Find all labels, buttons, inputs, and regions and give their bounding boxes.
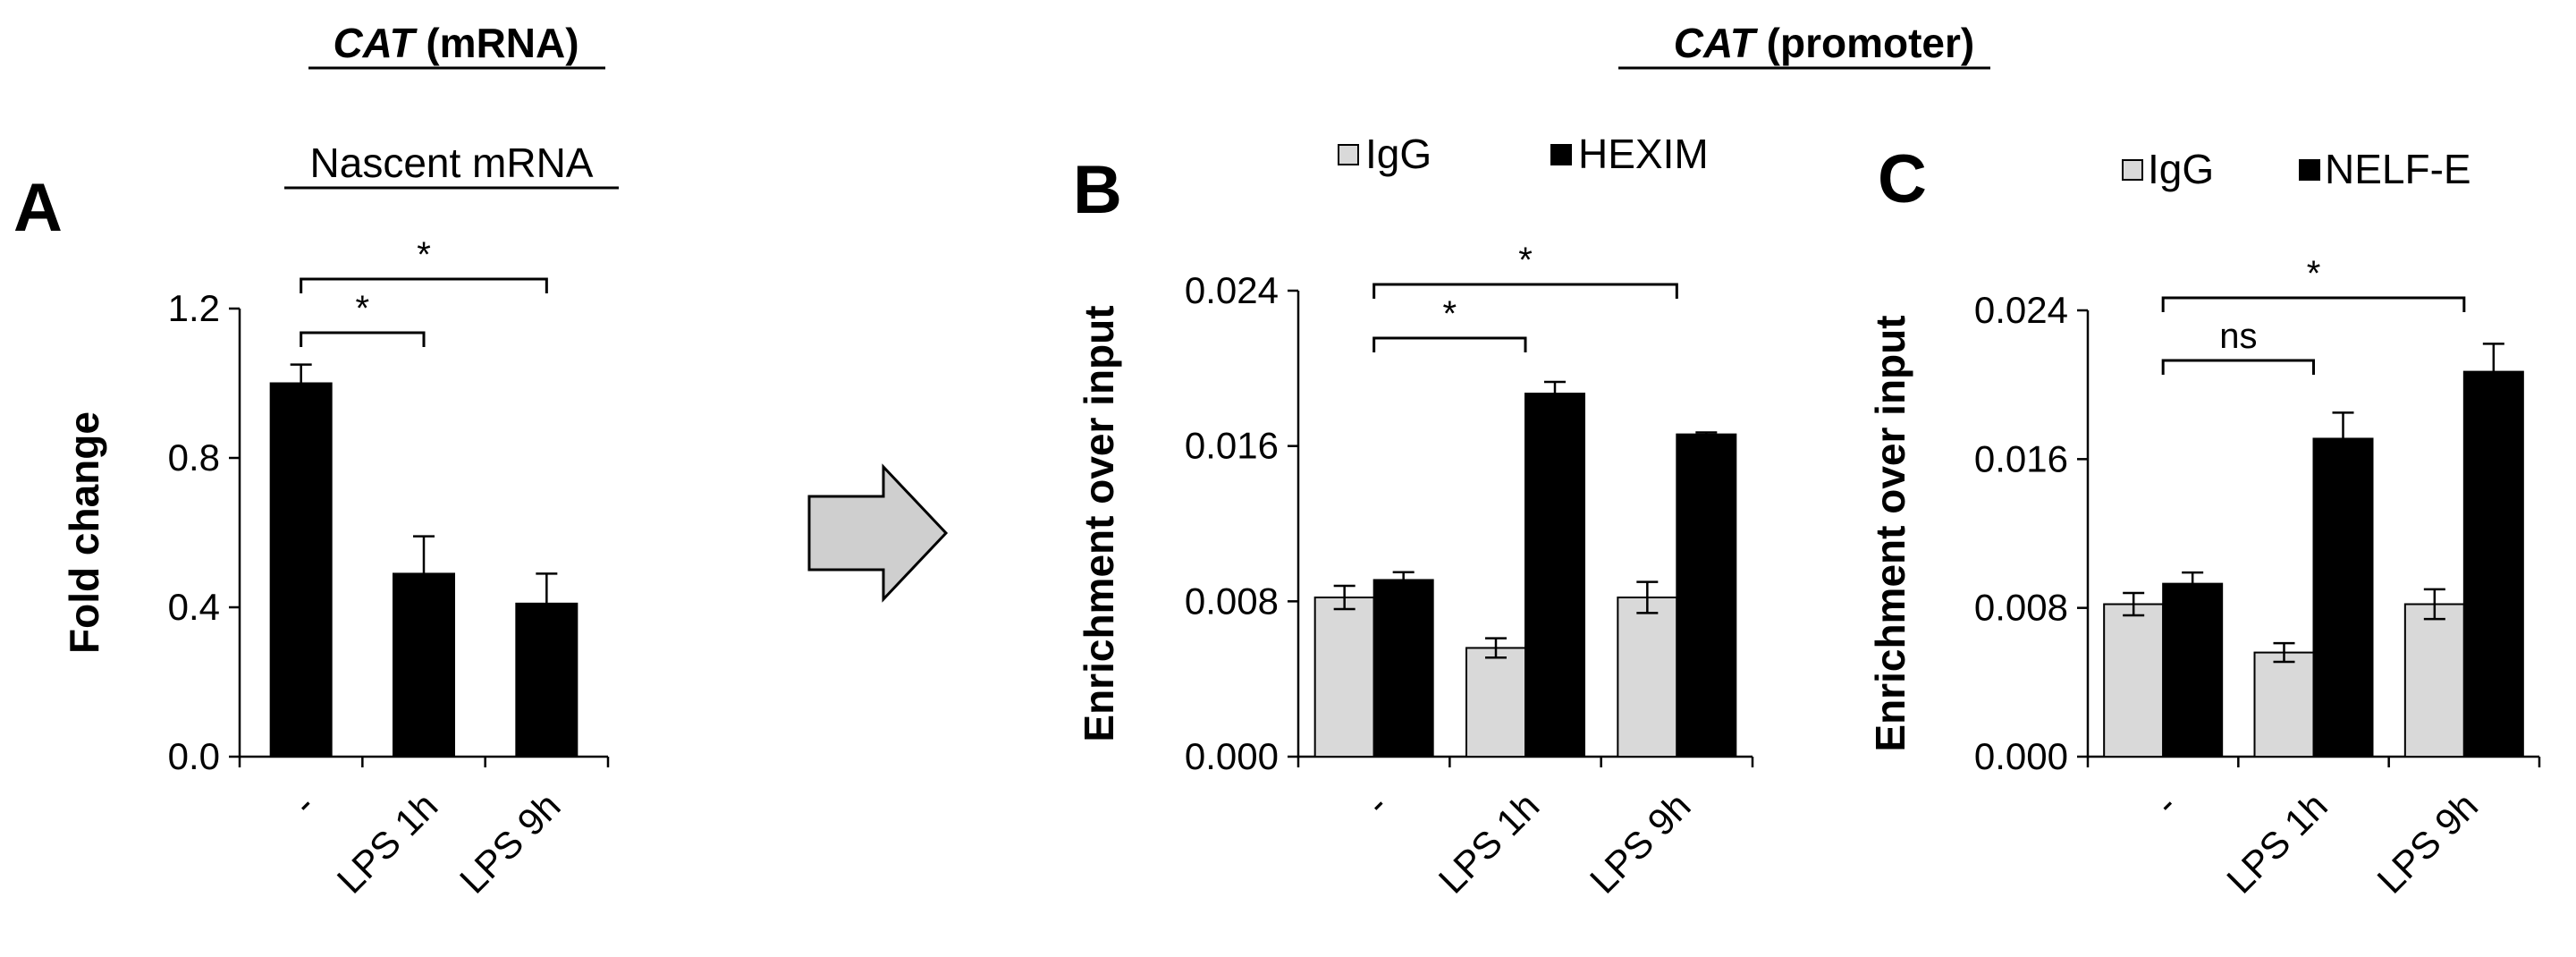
legend-label: NELF-E	[2325, 146, 2471, 192]
bar	[2403, 603, 2465, 758]
y-tick-label: 0.0	[168, 735, 220, 777]
bar	[1676, 433, 1737, 758]
significance-label: *	[2307, 254, 2321, 293]
header-left-gene: CAT	[333, 20, 418, 66]
header-right: CAT (promoter)	[1674, 20, 1974, 66]
significance-label: *	[356, 289, 370, 328]
x-tick-label: LPS 1h	[2218, 784, 2335, 902]
y-tick-label: 0.024	[1185, 269, 1279, 311]
x-tick-label: LPS 9h	[2369, 784, 2487, 902]
header-left: CAT (mRNA)	[333, 20, 579, 66]
legend-swatch	[2299, 159, 2320, 181]
chart-b: 0.000 0.008 0.016 0.024 Enrichment over inpu…	[1076, 131, 1754, 902]
x-tick-label: LPS 9h	[1582, 784, 1699, 902]
y-tick-label: 0.016	[1974, 437, 2068, 479]
y-axis-label: Enrichment over input	[1867, 315, 1913, 751]
chart-c: 0.000 0.008 0.016 0.024 Enrichment over inpu…	[1867, 146, 2541, 902]
header-right-gene: CAT	[1674, 20, 1759, 66]
legend-swatch	[2122, 159, 2143, 181]
legend-swatch	[1338, 144, 1359, 165]
significance-bracket	[300, 331, 426, 347]
right-arrow-icon	[807, 463, 949, 603]
significance-label: *	[417, 235, 431, 275]
bar	[2312, 437, 2374, 758]
significance-bracket	[2161, 296, 2466, 312]
bar	[269, 382, 333, 758]
y-axis-label: Fold change	[61, 411, 107, 654]
x-tick-label: -	[284, 784, 323, 823]
y-tick-label: 0.024	[1974, 289, 2068, 331]
significance-bracket	[1372, 336, 1527, 352]
header-left-suffix: (mRNA)	[415, 20, 579, 66]
legend-swatch	[1550, 144, 1572, 165]
bar	[2103, 603, 2165, 758]
header-right-suffix: (promoter)	[1755, 20, 1974, 66]
panel-letter-c: C	[1878, 141, 1927, 217]
x-tick-label: LPS 9h	[452, 784, 569, 902]
y-tick-label: 0.000	[1974, 735, 2068, 777]
legend-label: HEXIM	[1578, 131, 1709, 177]
y-tick-label: 1.2	[168, 287, 220, 329]
y-tick-label: 0.000	[1185, 735, 1279, 777]
y-tick-label: 0.008	[1974, 587, 2068, 629]
panel-letter-a: A	[13, 170, 63, 246]
bar	[2162, 582, 2224, 758]
bar	[1465, 647, 1526, 758]
bar	[2253, 651, 2315, 758]
y-tick-label: 0.4	[168, 586, 220, 628]
x-tick-label: -	[1357, 784, 1396, 823]
significance-bracket	[300, 277, 548, 293]
legend-label: IgG	[2148, 146, 2214, 192]
significance-bracket	[2161, 359, 2315, 375]
bar	[1524, 393, 1585, 758]
bar	[1313, 596, 1375, 758]
bar	[2462, 370, 2524, 758]
y-axis-label: Enrichment over input	[1076, 305, 1122, 741]
significance-label: *	[1518, 241, 1533, 280]
bar	[393, 572, 455, 758]
bar	[1617, 596, 1678, 758]
y-tick-label: 0.8	[168, 436, 220, 478]
x-tick-label: LPS 1h	[329, 784, 446, 902]
x-tick-label: LPS 1h	[1431, 784, 1548, 902]
significance-bracket	[1372, 283, 1678, 299]
legend-label: IgG	[1365, 131, 1432, 177]
x-tick-label: -	[2146, 784, 2184, 823]
y-tick-label: 0.016	[1185, 425, 1279, 467]
panel-letter-b: B	[1073, 152, 1122, 228]
y-tick-label: 0.008	[1185, 580, 1279, 622]
chart-subtitle: Nascent mRNA	[310, 140, 594, 186]
significance-label: *	[1443, 294, 1457, 334]
bar	[1372, 579, 1434, 758]
significance-label: ns	[2219, 317, 2257, 356]
